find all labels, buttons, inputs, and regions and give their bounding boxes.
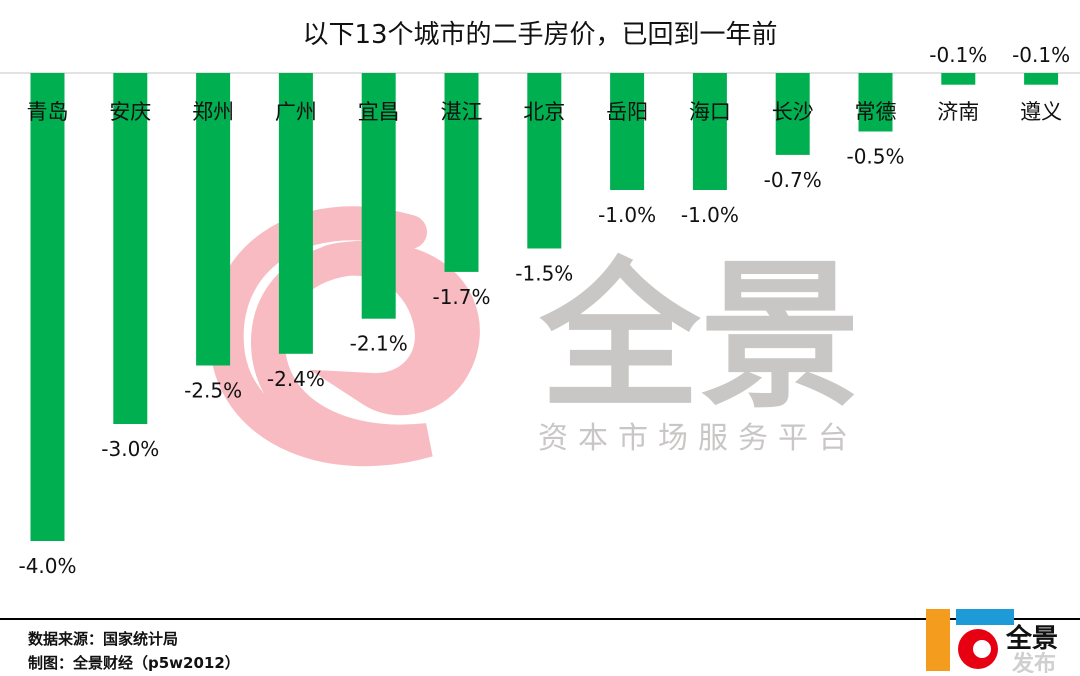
bar-4 <box>361 73 396 319</box>
logo-orange-block-icon <box>926 609 950 671</box>
bar-1 <box>113 73 148 424</box>
bar-12 <box>1024 73 1059 85</box>
category-label-10: 常德 <box>855 100 897 124</box>
bar-0 <box>30 73 65 541</box>
data-label-3: -2.4% <box>267 367 325 391</box>
category-label-3: 广州 <box>275 100 317 124</box>
bar-6 <box>527 73 562 249</box>
category-label-8: 海口 <box>689 100 731 124</box>
bar-8 <box>692 73 727 190</box>
watermark-slogan: 资本市场服务平台 <box>538 421 858 456</box>
category-label-11: 济南 <box>937 100 979 124</box>
data-label-12: -0.1% <box>1012 43 1070 67</box>
data-label-9: -0.7% <box>764 168 822 192</box>
chart-credit: 制图：全景财经（p5w2012） <box>28 654 240 672</box>
category-label-0: 青岛 <box>27 100 69 124</box>
bar-11 <box>941 73 976 85</box>
bar-9 <box>775 73 810 155</box>
data-label-10: -0.5% <box>846 145 904 169</box>
data-label-6: -1.5% <box>515 262 573 286</box>
data-label-0: -4.0% <box>18 554 76 578</box>
category-label-7: 岳阳 <box>606 100 648 124</box>
data-source: 数据来源：国家统计局 <box>28 630 179 648</box>
bar-5 <box>444 73 479 272</box>
category-label-6: 北京 <box>523 100 565 124</box>
data-label-5: -1.7% <box>432 285 490 309</box>
category-label-1: 安庆 <box>109 100 151 124</box>
bar-10 <box>858 73 893 132</box>
footer-divider <box>0 618 1080 620</box>
data-label-2: -2.5% <box>184 379 242 403</box>
chart-title: 以下13个城市的二手房价，已回到一年前 <box>302 20 778 50</box>
watermark-brand: 全景 <box>539 243 860 430</box>
category-label-5: 湛江 <box>441 100 483 124</box>
category-label-2: 郑州 <box>192 100 234 124</box>
bar-3 <box>278 73 313 354</box>
bar-2 <box>196 73 231 366</box>
category-label-4: 宜昌 <box>358 100 400 124</box>
category-label-12: 遵义 <box>1020 100 1062 124</box>
watermark-swirl-icon <box>209 206 480 467</box>
logo-text-top: 全景 <box>1005 623 1058 654</box>
category-label-9: 长沙 <box>772 100 814 124</box>
brand-logo: 全景 发布 <box>926 609 1058 673</box>
logo-text-bottom: 发布 <box>1011 651 1056 673</box>
data-label-1: -3.0% <box>101 437 159 461</box>
data-label-11: -0.1% <box>929 43 987 67</box>
data-label-7: -1.0% <box>598 203 656 227</box>
data-label-8: -1.0% <box>681 203 739 227</box>
bar-7 <box>610 73 645 190</box>
data-label-4: -2.1% <box>350 332 408 356</box>
watermark: 全景 资本市场服务平台 <box>209 206 860 467</box>
logo-blue-block-icon <box>956 609 1014 625</box>
